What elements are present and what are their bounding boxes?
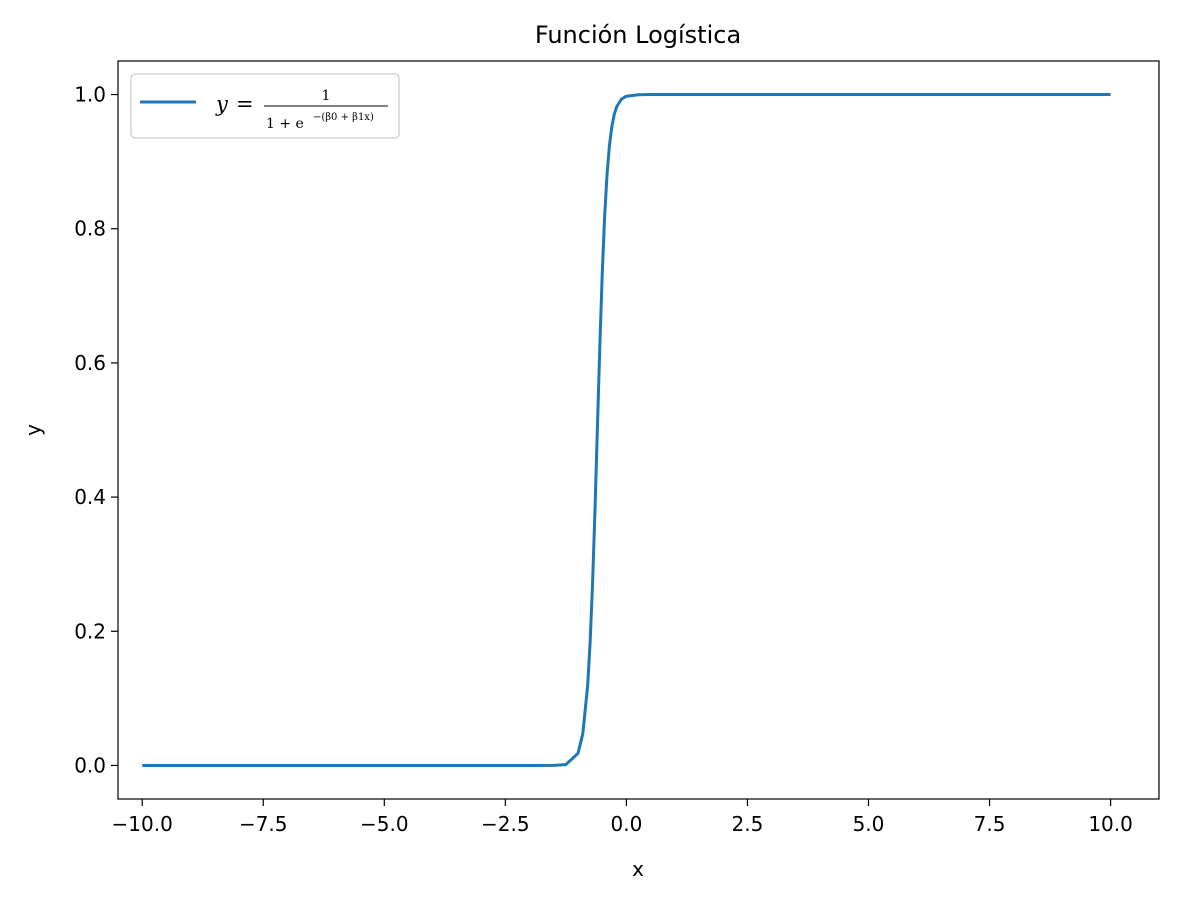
x-tick-label: 10.0 <box>1088 812 1133 836</box>
y-tick-label: 0.6 <box>74 351 106 375</box>
series-line-logistic <box>142 93 1111 767</box>
x-axis-ticks: −10.0 −7.5 −5.0 −2.5 0.0 2.5 5.0 7.5 10.0 <box>112 799 1133 836</box>
x-tick-label: −10.0 <box>112 812 173 836</box>
x-tick-label: −5.0 <box>360 812 409 836</box>
legend-equals: = <box>236 92 254 116</box>
x-tick-label: 2.5 <box>732 812 764 836</box>
y-axis-ticks: 0.0 0.2 0.4 0.6 0.8 1.0 <box>74 83 118 777</box>
y-tick-label: 1.0 <box>74 83 106 107</box>
legend-numerator: 1 <box>322 88 331 104</box>
legend-denominator-base: 1 + e <box>266 116 304 132</box>
y-tick-label: 0.0 <box>74 753 106 777</box>
plot-area-frame <box>117 60 1160 800</box>
x-tick-label: −7.5 <box>239 812 288 836</box>
x-tick-label: −2.5 <box>481 812 530 836</box>
y-tick-label: 0.4 <box>74 485 106 509</box>
x-tick-label: 5.0 <box>853 812 885 836</box>
x-axis-label: x <box>632 857 644 881</box>
y-axis-label: y <box>21 424 45 436</box>
x-tick-label: 7.5 <box>974 812 1006 836</box>
y-tick-label: 0.2 <box>74 619 106 643</box>
legend-lhs: y <box>215 92 229 116</box>
y-tick-label: 0.8 <box>74 217 106 241</box>
legend-denominator-exponent: −(β0 + β1x) <box>313 112 374 123</box>
x-tick-label: 0.0 <box>610 812 642 836</box>
legend: y = 1 1 + e −(β0 + β1x) <box>130 73 400 139</box>
chart-title: Función Logística <box>535 21 741 49</box>
